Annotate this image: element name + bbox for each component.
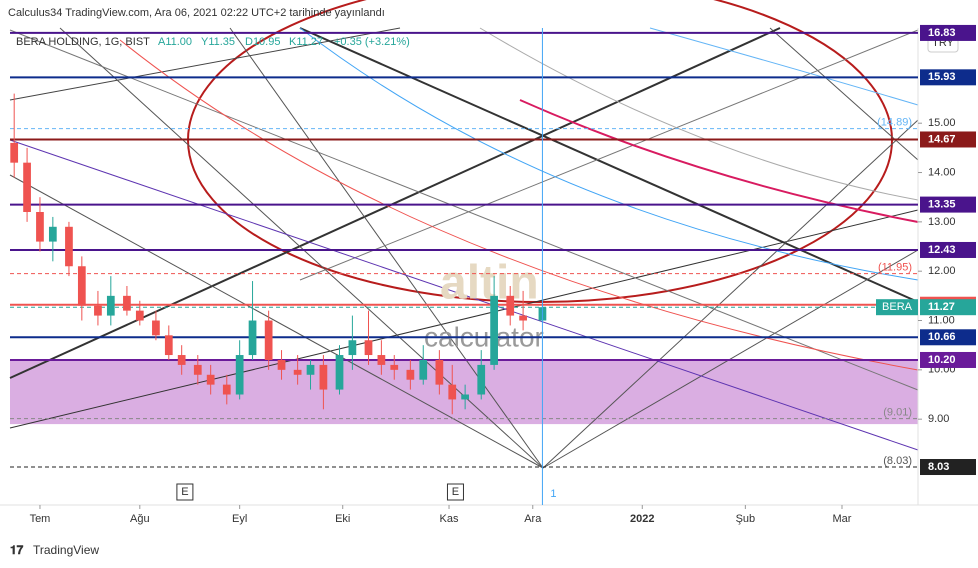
candle-body bbox=[306, 364, 315, 375]
x-tick-label: Tem bbox=[30, 513, 51, 525]
price-label: 15.93 bbox=[928, 71, 956, 83]
candle-body bbox=[406, 369, 415, 380]
event-marker bbox=[176, 483, 194, 501]
zone bbox=[10, 359, 918, 425]
drawings bbox=[9, 0, 919, 469]
price-note: (9.01) bbox=[883, 407, 912, 419]
candle-body bbox=[77, 266, 86, 306]
x-tick-label: Ağu bbox=[130, 513, 150, 525]
y-tick-label: 13.00 bbox=[928, 216, 956, 228]
price-label-box bbox=[920, 24, 976, 41]
price-label: 11.27 bbox=[928, 301, 955, 313]
candle-body bbox=[23, 162, 31, 212]
price-label-box bbox=[920, 241, 976, 258]
price-label: 8.03 bbox=[928, 461, 949, 473]
candle-body bbox=[106, 295, 115, 316]
candle-body bbox=[448, 384, 457, 400]
candle-body bbox=[419, 359, 428, 380]
price-label: 10.66 bbox=[928, 331, 956, 343]
candle-body bbox=[10, 142, 19, 163]
symbol-title: BERA HOLDING, 1G, BIST bbox=[16, 36, 150, 48]
watermark: altin bbox=[440, 257, 539, 310]
candle-body bbox=[152, 320, 160, 336]
candle-body bbox=[293, 369, 302, 375]
price-label: 10.20 bbox=[928, 354, 956, 366]
candle-body bbox=[135, 310, 144, 321]
cursor-label: 1 bbox=[550, 488, 556, 500]
x-tick-label: Mar bbox=[833, 513, 852, 525]
candle-body bbox=[235, 355, 244, 395]
price-label: 12.43 bbox=[928, 244, 956, 256]
x-tick-label: Kas bbox=[440, 513, 459, 525]
symbol-tag: BERA bbox=[882, 301, 913, 313]
candle-body bbox=[335, 355, 344, 390]
candle-body bbox=[248, 320, 257, 356]
candle-body bbox=[490, 295, 498, 365]
candle-body bbox=[377, 355, 386, 365]
event-marker bbox=[446, 483, 464, 501]
candle-body bbox=[193, 364, 202, 375]
ohlc-close: K11.27 bbox=[289, 36, 323, 48]
published-note: Calculus34 TradingView.com, Ara 06, 2021… bbox=[8, 7, 385, 19]
candle-body bbox=[164, 335, 173, 356]
price-label-box bbox=[920, 131, 976, 148]
price-note: (14.89) bbox=[877, 117, 912, 129]
candle-body bbox=[206, 374, 215, 385]
footer: TradingView bbox=[33, 543, 99, 557]
candle-body bbox=[123, 295, 131, 311]
symbol-tag-box bbox=[876, 299, 918, 316]
x-tick-label: Şub bbox=[736, 513, 756, 525]
price-label-box bbox=[920, 459, 976, 476]
candle-body bbox=[519, 315, 527, 321]
tv-logo: 𝟏𝟕 bbox=[10, 543, 24, 557]
event-label: E bbox=[452, 486, 459, 498]
candle-body bbox=[65, 226, 73, 267]
price-note: (8.03) bbox=[883, 455, 912, 467]
candle-body bbox=[48, 226, 57, 242]
price-label: 13.35 bbox=[928, 198, 956, 210]
candle-body bbox=[222, 384, 231, 395]
price-label: 14.67 bbox=[928, 133, 956, 145]
y-tick-label: 14.00 bbox=[928, 166, 956, 178]
candle-body bbox=[277, 359, 286, 370]
x-tick-label: 2022 bbox=[630, 513, 654, 525]
ohlc-open: A11.00 bbox=[158, 36, 192, 48]
price-label-box bbox=[920, 196, 976, 213]
candle-body bbox=[348, 340, 357, 356]
candle-body bbox=[177, 355, 186, 365]
price-label-box bbox=[920, 351, 976, 368]
y-tick-label: 15.00 bbox=[928, 117, 956, 129]
candle-body bbox=[364, 340, 373, 356]
candle-body bbox=[435, 359, 444, 385]
price-note: (11.95) bbox=[878, 262, 912, 274]
price-label: 16.83 bbox=[928, 27, 956, 39]
candle-body bbox=[94, 305, 102, 316]
change: +0.35 (+3.21%) bbox=[334, 36, 410, 48]
y-tick-label: 9.00 bbox=[928, 413, 949, 425]
candle-body bbox=[461, 394, 469, 400]
event-label: E bbox=[181, 486, 188, 498]
ohlc-high: Y11.35 bbox=[201, 36, 235, 48]
price-label-box bbox=[920, 299, 976, 316]
candle-body bbox=[319, 364, 328, 390]
x-tick-label: Eki bbox=[335, 513, 350, 525]
candle-body bbox=[36, 211, 44, 242]
y-tick-label: 11.00 bbox=[928, 314, 955, 326]
y-tick-label: 12.00 bbox=[928, 265, 956, 277]
candle-body bbox=[477, 364, 486, 395]
x-tick-label: Eyl bbox=[232, 513, 247, 525]
candle-body bbox=[506, 295, 515, 316]
price-label-box bbox=[920, 329, 976, 346]
x-tick-label: Ara bbox=[524, 513, 542, 525]
price-label-box bbox=[920, 69, 976, 86]
candle-body bbox=[264, 320, 273, 360]
candle-body bbox=[390, 364, 399, 370]
ohlc-low: D10.95 bbox=[245, 36, 280, 48]
